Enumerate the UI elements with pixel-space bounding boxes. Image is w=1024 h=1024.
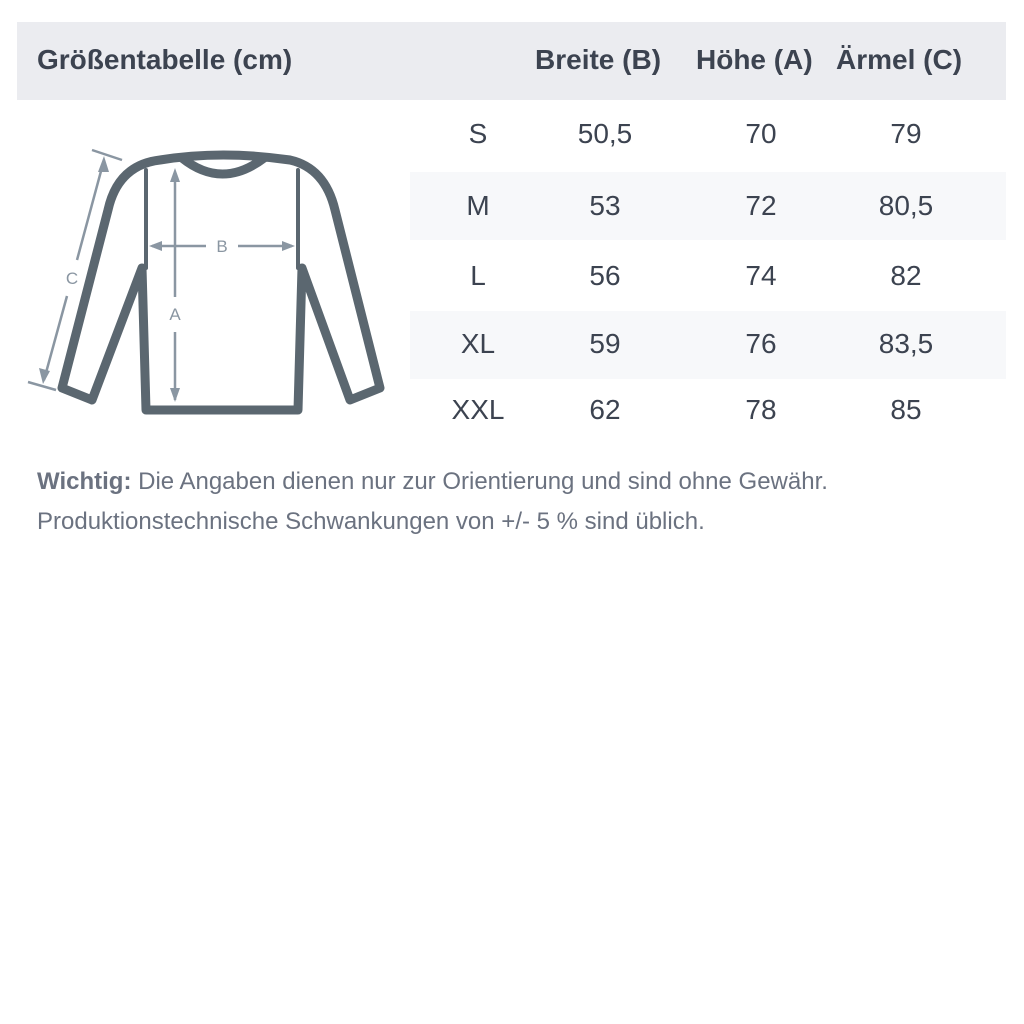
disclaimer-note: Wichtig: Die Angaben dienen nur zur Orie…	[37, 462, 828, 542]
cell-size: XXL	[451, 394, 505, 425]
cell-breite: 56	[589, 260, 621, 291]
row-stripe	[410, 172, 1006, 240]
cell-aermel: 85	[890, 394, 922, 425]
table-title: Größentabelle (cm)	[37, 44, 293, 75]
note-bold: Wichtig:	[37, 468, 132, 495]
cell-aermel: 80,5	[878, 190, 934, 221]
column-header-aermel: Ärmel (C)	[836, 44, 963, 75]
cell-breite: 59	[589, 328, 621, 359]
sweater-diagram: C A B	[27, 148, 385, 415]
cell-hoehe: 76	[745, 328, 777, 359]
cell-size: L	[470, 260, 486, 291]
c-tick-top	[91, 148, 123, 162]
cell-hoehe: 78	[745, 394, 777, 425]
label-c: C	[66, 269, 78, 288]
cell-aermel: 82	[890, 260, 922, 291]
cell-hoehe: 70	[745, 118, 777, 149]
row-stripe	[410, 311, 1006, 379]
cell-size: M	[466, 190, 490, 221]
c-line	[75, 159, 106, 261]
c-line	[42, 295, 69, 381]
sweater-outline-icon	[57, 150, 385, 415]
column-header-hoehe: Höhe (A)	[696, 44, 813, 75]
label-b: B	[216, 237, 227, 256]
cell-hoehe: 72	[745, 190, 777, 221]
c-tick-bottom	[27, 380, 57, 392]
note-line2: Produktionstechnische Schwankungen von +…	[37, 508, 705, 535]
cell-aermel: 79	[890, 118, 922, 149]
column-header-breite: Breite (B)	[535, 44, 662, 75]
cell-hoehe: 74	[745, 260, 777, 291]
cell-breite: 53	[589, 190, 621, 221]
cell-breite: 62	[589, 394, 621, 425]
cell-size: XL	[460, 328, 496, 359]
cell-size: S	[468, 118, 488, 149]
label-a: A	[169, 305, 181, 324]
cell-breite: 50,5	[577, 118, 633, 149]
cell-aermel: 83,5	[878, 328, 934, 359]
note-line1: Die Angaben dienen nur zur Orientierung …	[131, 468, 828, 495]
table-header-band	[17, 22, 1006, 100]
